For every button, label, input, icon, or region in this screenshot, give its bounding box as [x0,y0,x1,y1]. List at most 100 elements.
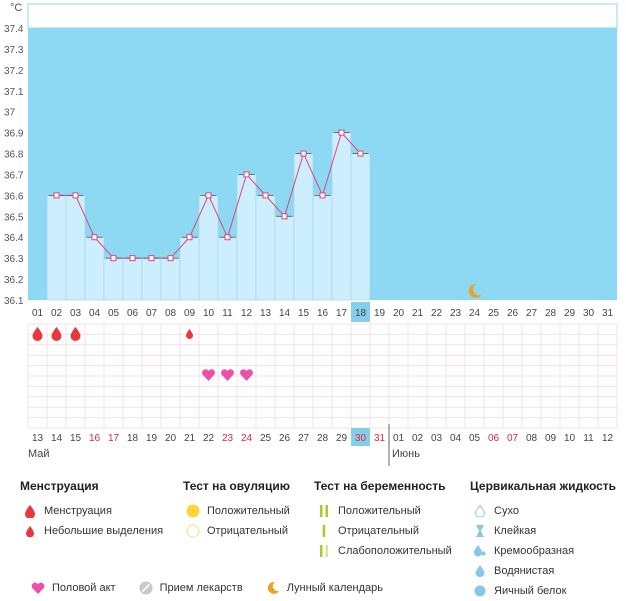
temperature-line-segment [170,236,190,259]
temperature-bar [350,153,371,301]
legend-label: Слабоположительный [338,545,452,557]
temperature-point [205,192,212,199]
month-label: Июнь [392,448,420,460]
date-label: 09 [545,433,557,444]
cycle-day-label: 17 [336,308,348,319]
drop-icon [51,327,62,342]
date-label: 22 [203,433,215,444]
date-label: 01 [393,433,405,444]
cycle-day-label: 25 [488,308,500,319]
cycle-day-label: 13 [260,308,272,319]
temperature-point [167,255,174,262]
legend-item: Отрицательный [314,521,452,541]
cycle-day-label: 22 [431,308,443,319]
legend-item: Сухо [470,501,616,521]
cycle-day-label: 28 [545,308,557,319]
small-drop-icon [20,525,40,537]
temperature-bar [331,132,352,301]
cycle-day-label: 16 [317,308,329,319]
date-label: 20 [165,433,177,444]
y-tick-label: 37.1 [4,87,24,98]
creamy-icon [470,545,490,557]
legend-label: Положительный [207,505,290,517]
bbt-chart: °C 36.1 36.2 36.3 36.4 36.5 36.6 36.7 36.8 36.9 37… [4,2,618,466]
temperature-line-segment [75,195,95,238]
drop-icon [70,327,81,342]
y-tick-label: 37.4 [4,24,24,35]
temperature-point [262,192,269,199]
legend-title: Цервикальная жидкость [470,479,617,493]
cycle-day-label: 03 [70,308,82,319]
legend-label: Половой акт [52,582,116,594]
temperature-point [148,255,155,262]
date-label: 25 [260,433,272,444]
cycle-day-label: 11 [222,308,233,319]
date-label-weekend: 07 [507,433,519,444]
ovulation-positive-icon [183,504,203,518]
y-tick-label: 36.8 [4,150,24,161]
date-label: 28 [317,433,329,444]
date-label: 10 [564,433,576,444]
egg-white-icon [470,585,490,597]
temperature-point [186,234,193,241]
heart-icon [28,582,48,594]
moon-icon [263,581,283,595]
cycle-day-label: 18 [355,308,367,319]
date-label: 03 [431,433,443,444]
y-tick-label: 37.2 [4,66,24,77]
date-label-weekend: 24 [241,433,253,444]
sticky-icon [470,525,490,537]
temperature-line-segment [322,132,342,196]
legend-item: Положительный [314,501,452,521]
temperature-line-segment [284,153,304,217]
cycle-day-label: 19 [374,308,386,319]
y-tick-label: 36.6 [4,191,24,202]
cycle-day-label: 06 [127,308,139,319]
temperature-line-segment [189,195,209,238]
heart-icon [202,369,215,381]
temperature-line-segment [265,195,285,217]
watery-icon [470,565,490,577]
temperature-bar [217,236,238,301]
legend-bottom-row: Половой акт Прием лекарств Лунный календ… [28,578,403,598]
temperature-bar [236,174,257,301]
cycle-day-label: 15 [298,308,310,319]
legend-menstruation: Менструация Менструация Небольшие выделе… [20,479,163,541]
cycle-day-label: 09 [184,308,196,319]
pregnancy-weak-icon [314,545,334,557]
temperature-point [129,255,136,262]
date-label-weekend: 31 [374,433,386,444]
legend-title: Тест на беременность [314,479,446,493]
cycle-day-label: 20 [393,308,405,319]
cycle-day-label: 10 [203,308,215,319]
date-label-weekend: 06 [488,433,500,444]
legend-label: Отрицательный [338,525,419,537]
date-label: 29 [336,433,348,444]
legend-label: Отрицательный [207,525,288,537]
cycle-day-label: 23 [450,308,462,319]
y-tick-label: 37 [4,108,16,119]
plot-top-margin [27,3,618,29]
temperature-point [300,150,307,157]
temperature-point [53,192,60,199]
cycle-day-label: 01 [32,308,44,319]
pill-icon [136,581,156,595]
y-tick-label: 36.5 [4,212,24,223]
heart-icon [221,369,234,381]
temperature-bar [179,236,200,301]
legend-item: Кремообразная [470,541,616,561]
cycle-day-label: 04 [89,308,101,319]
temperature-line-segment [341,132,361,154]
legend-item: Водянистая [470,561,616,581]
temperature-line-segment [303,153,323,196]
legend-item: Яичный белок [470,581,616,601]
temperature-line-segment [94,236,114,259]
y-tick-label: 36.7 [4,170,24,181]
dry-icon [470,505,490,517]
y-tick-label: 36.2 [4,275,24,286]
legend-title: Менструация [20,479,99,493]
temperature-point [243,171,250,178]
drop-icon [32,327,43,342]
date-label: 05 [469,433,481,444]
temperature-bar [274,216,295,301]
